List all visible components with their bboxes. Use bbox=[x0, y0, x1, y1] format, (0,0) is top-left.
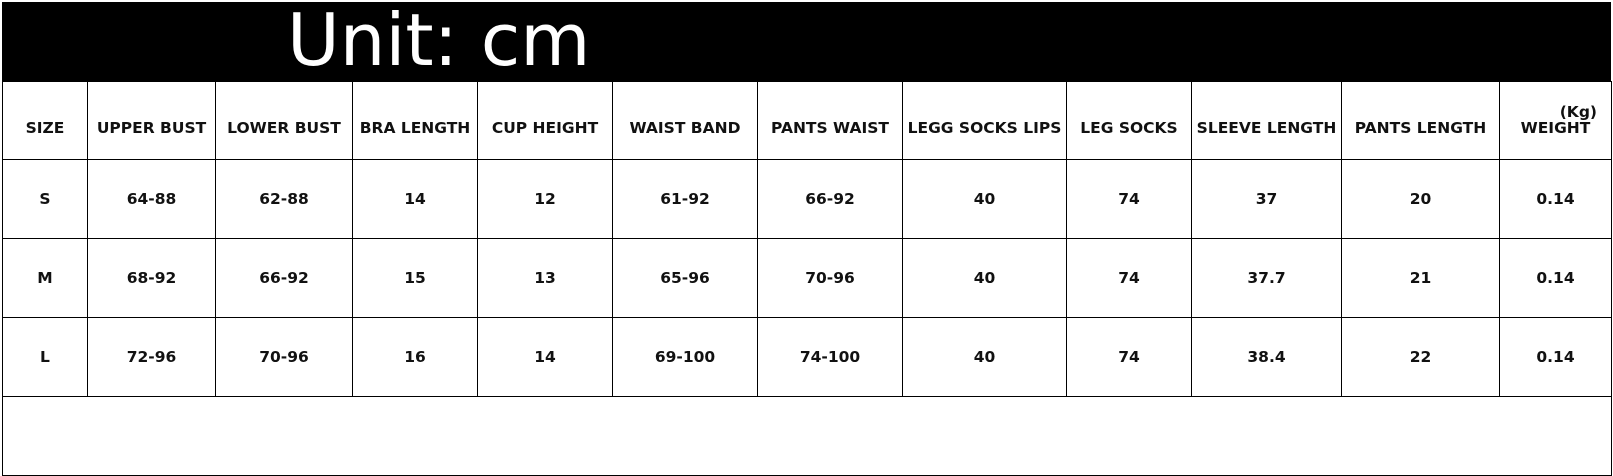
value-cell: 0.14 bbox=[1499, 159, 1612, 239]
empty-cell bbox=[2, 396, 1612, 476]
value-cell: 0.14 bbox=[1499, 317, 1612, 397]
value-cell: 66-92 bbox=[215, 238, 353, 318]
value-cell: 64-88 bbox=[87, 159, 216, 239]
size-cell: M bbox=[2, 238, 88, 318]
title-banner: Unit: cm bbox=[2, 0, 1611, 82]
value-cell: 70-96 bbox=[215, 317, 353, 397]
value-cell: 62-88 bbox=[215, 159, 353, 239]
value-cell: 14 bbox=[352, 159, 478, 239]
value-cell: 37 bbox=[1191, 159, 1342, 239]
value-cell: 61-92 bbox=[612, 159, 758, 239]
value-cell: 13 bbox=[477, 238, 613, 318]
value-cell: 72-96 bbox=[87, 317, 216, 397]
header-cell: PANTS LENGTH bbox=[1341, 81, 1500, 160]
value-cell: 38.4 bbox=[1191, 317, 1342, 397]
value-cell: 15 bbox=[352, 238, 478, 318]
value-cell: 40 bbox=[902, 317, 1067, 397]
value-cell: 12 bbox=[477, 159, 613, 239]
header-cell: PANTS WAIST bbox=[757, 81, 903, 160]
header-cell: CUP HEIGHT bbox=[477, 81, 613, 160]
size-cell: L bbox=[2, 317, 88, 397]
value-cell: 74-100 bbox=[757, 317, 903, 397]
value-cell: 40 bbox=[902, 159, 1067, 239]
value-cell: 37.7 bbox=[1191, 238, 1342, 318]
value-cell: 65-96 bbox=[612, 238, 758, 318]
header-cell: (Kg) WEIGHT bbox=[1499, 81, 1612, 160]
header-cell: UPPER BUST bbox=[87, 81, 216, 160]
empty-row bbox=[2, 396, 1612, 476]
value-cell: 20 bbox=[1341, 159, 1500, 239]
value-cell: 68-92 bbox=[87, 238, 216, 318]
value-cell: 66-92 bbox=[757, 159, 903, 239]
header-cell: SIZE bbox=[2, 81, 88, 160]
value-cell: 74 bbox=[1066, 159, 1192, 239]
header-cell: LEGG SOCKS LIPS bbox=[902, 81, 1067, 160]
header-cell: SLEEVE LENGTH bbox=[1191, 81, 1342, 160]
value-cell: 0.14 bbox=[1499, 238, 1612, 318]
header-cell: LEG SOCKS bbox=[1066, 81, 1192, 160]
header-row: SIZE UPPER BUST LOWER BUST BRA LENGTH CUP HE… bbox=[2, 81, 1612, 160]
size-chart-table: SIZE UPPER BUST LOWER BUST BRA LENGTH CUP HE… bbox=[2, 81, 1612, 476]
value-cell: 74 bbox=[1066, 317, 1192, 397]
size-cell: S bbox=[2, 159, 88, 239]
header-cell: LOWER BUST bbox=[215, 81, 353, 160]
table-row: S 64-88 62-88 14 12 61-92 66-92 40 74 37 20 0.14 bbox=[2, 159, 1612, 239]
header-cell: WAIST BAND bbox=[612, 81, 758, 160]
table-row: L 72-96 70-96 16 14 69-100 74-100 40 74 38.4 22 0.1… bbox=[2, 317, 1612, 397]
value-cell: 40 bbox=[902, 238, 1067, 318]
table-row: M 68-92 66-92 15 13 65-96 70-96 40 74 37.7 21 0.14 bbox=[2, 238, 1612, 318]
unit-title: Unit: cm bbox=[287, 0, 591, 82]
value-cell: 74 bbox=[1066, 238, 1192, 318]
value-cell: 21 bbox=[1341, 238, 1500, 318]
weight-label: WEIGHT bbox=[1520, 119, 1591, 137]
value-cell: 69-100 bbox=[612, 317, 758, 397]
weight-unit: (Kg) bbox=[1559, 103, 1597, 121]
value-cell: 70-96 bbox=[757, 238, 903, 318]
header-cell: BRA LENGTH bbox=[352, 81, 478, 160]
value-cell: 22 bbox=[1341, 317, 1500, 397]
value-cell: 16 bbox=[352, 317, 478, 397]
value-cell: 14 bbox=[477, 317, 613, 397]
